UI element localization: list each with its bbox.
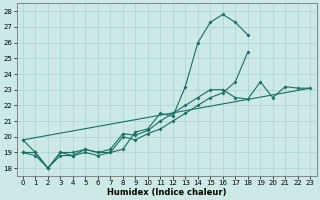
X-axis label: Humidex (Indice chaleur): Humidex (Indice chaleur) bbox=[107, 188, 226, 197]
